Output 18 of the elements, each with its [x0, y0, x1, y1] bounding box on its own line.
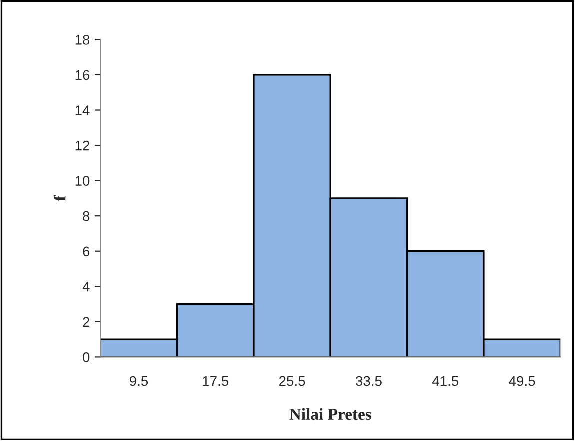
y-tick-label: 8	[83, 211, 90, 222]
y-axis-title: f	[54, 196, 66, 202]
x-tick-label: 17.5	[203, 376, 229, 386]
x-tick-label: 41.5	[432, 376, 459, 386]
x-tick-label: 49.5	[509, 376, 536, 386]
x-axis-title: Nilai Pretes	[290, 408, 372, 420]
y-tick-label: 12	[76, 140, 90, 151]
y-tick-label: 18	[76, 35, 90, 45]
x-tick-label: 33.5	[356, 376, 382, 386]
y-tick-label: 6	[83, 246, 90, 257]
y-tick-label: 16	[76, 70, 90, 80]
y-tick-label: 2	[83, 317, 90, 327]
x-tick-label: 9.5	[130, 376, 148, 386]
y-tick-label: 10	[76, 176, 90, 186]
x-tick-label: 25.5	[279, 376, 306, 386]
y-tick-label: 0	[83, 352, 90, 362]
y-tick-label: 14	[76, 106, 90, 116]
y-tick-label: 4	[82, 282, 90, 292]
